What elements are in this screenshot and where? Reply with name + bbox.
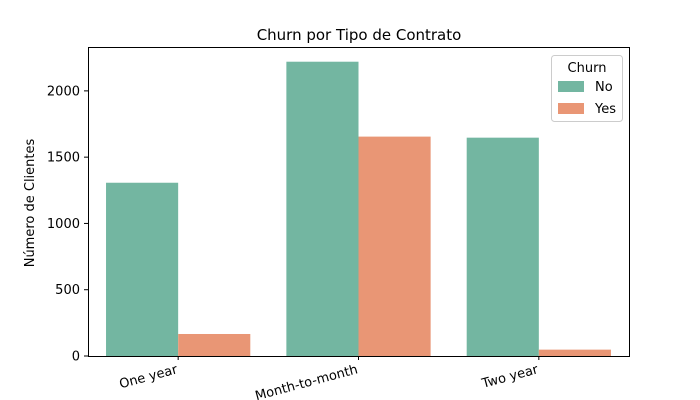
y-axis-ticks: 0 500 1000 1500 2000 [47, 84, 88, 365]
bar-yes-2 [538, 349, 611, 356]
x-axis-ticks: One year Month-to-month Two year [118, 356, 540, 400]
y-axis-label: Número de Clientes [23, 138, 38, 267]
bar-no-2 [466, 137, 539, 356]
legend-label-yes: Yes [594, 102, 616, 117]
chart-title: Churn por Tipo de Contrato [257, 26, 462, 44]
legend-label-no: No [595, 80, 613, 95]
y-tick-label: 2000 [47, 84, 80, 99]
plot-frame [88, 47, 630, 357]
bar-no-1 [286, 61, 359, 357]
y-tick-label: 1500 [47, 151, 80, 166]
legend-title: Churn [568, 61, 607, 76]
bar-no-0 [106, 182, 179, 356]
x-tick-label: One year [118, 362, 180, 392]
x-tick-label: Two year [479, 362, 540, 392]
legend: Churn No Yes [551, 55, 623, 122]
legend-swatch-yes [558, 103, 584, 114]
y-tick-label: 0 [72, 350, 80, 365]
bar-group [106, 61, 611, 357]
legend-swatch-no [558, 81, 584, 92]
y-tick-label: 500 [55, 283, 80, 298]
x-tick-label: Month-to-month [254, 362, 360, 400]
bar-yes-1 [358, 136, 431, 356]
y-tick-label: 1000 [47, 217, 80, 232]
bar-yes-0 [178, 333, 251, 356]
